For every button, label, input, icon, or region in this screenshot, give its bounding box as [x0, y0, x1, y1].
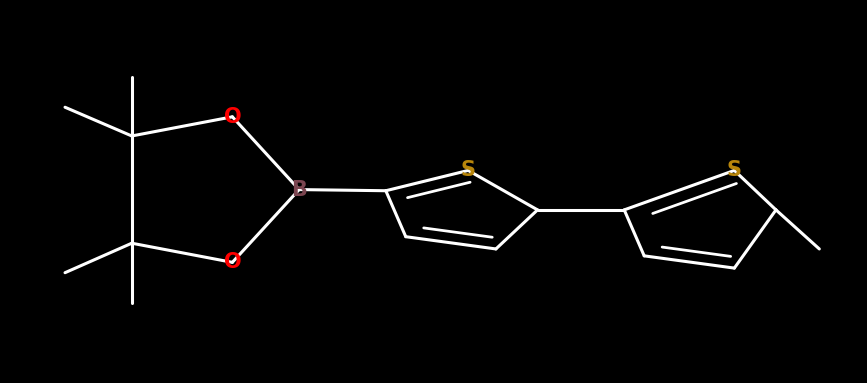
Text: O: O — [224, 107, 241, 127]
Text: O: O — [224, 252, 241, 272]
Text: B: B — [291, 180, 307, 200]
Text: S: S — [460, 160, 476, 180]
Text: S: S — [727, 160, 742, 180]
